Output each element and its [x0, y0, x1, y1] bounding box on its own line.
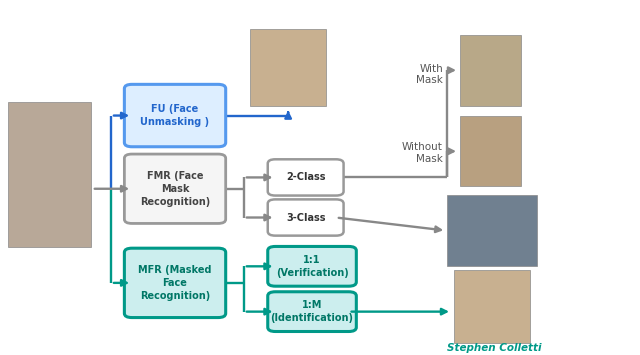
Text: 1:M
(Identification): 1:M (Identification) [271, 300, 353, 323]
FancyBboxPatch shape [124, 154, 226, 223]
FancyBboxPatch shape [124, 248, 226, 318]
Bar [250, 29, 326, 106]
Text: 2-Class: 2-Class [286, 173, 325, 182]
Bar [460, 34, 521, 106]
Text: 1:1
(Verification): 1:1 (Verification) [276, 255, 348, 278]
Text: FU (Face
Unmasking ): FU (Face Unmasking ) [140, 104, 209, 127]
FancyBboxPatch shape [268, 159, 344, 196]
FancyBboxPatch shape [124, 84, 226, 147]
FancyBboxPatch shape [268, 292, 356, 332]
Bar [460, 116, 521, 186]
Text: With
Mask: With Mask [416, 64, 443, 86]
Bar [8, 103, 91, 247]
Text: Without
Mask: Without Mask [402, 142, 443, 164]
Text: FMR (Face
Mask
Recognition): FMR (Face Mask Recognition) [140, 171, 210, 207]
FancyBboxPatch shape [268, 246, 356, 286]
Text: MFR (Masked
Face
Recognition): MFR (Masked Face Recognition) [138, 265, 212, 301]
Text: 3-Class: 3-Class [286, 213, 325, 223]
Text: Stephen Colletti: Stephen Colletti [447, 343, 541, 353]
FancyBboxPatch shape [268, 200, 344, 236]
Bar [454, 270, 531, 343]
Bar [447, 195, 537, 266]
